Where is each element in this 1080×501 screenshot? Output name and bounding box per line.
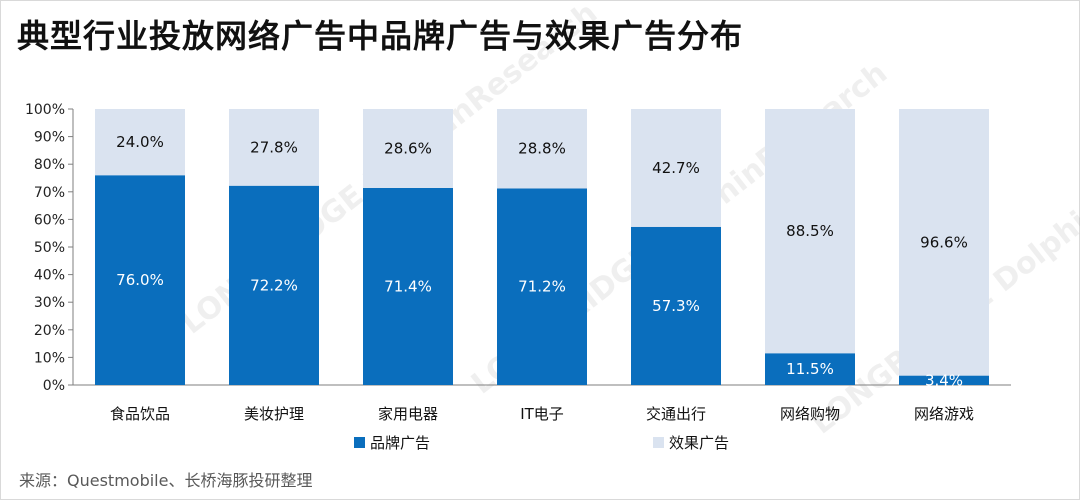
- chart-title: 典型行业投放网络广告中品牌广告与效果广告分布: [17, 17, 744, 55]
- legend-swatch-effect-ad: [653, 437, 664, 448]
- bar-effect-ad: [95, 109, 185, 176]
- bar-effect-ad: [363, 109, 453, 188]
- bar-brand-ad: [229, 185, 319, 385]
- bar-brand-ad: [95, 175, 185, 385]
- y-tick-label: 80%: [34, 157, 65, 173]
- data-label-effect-ad: 96.6%: [920, 233, 968, 251]
- data-label-brand-ad: 71.2%: [518, 278, 566, 296]
- data-label-effect-ad: 88.5%: [786, 222, 834, 240]
- y-tick-label: 20%: [34, 323, 65, 339]
- bar-effect-ad: [631, 109, 721, 227]
- data-label-brand-ad: 57.3%: [652, 297, 700, 315]
- x-category-label: 网络购物: [780, 405, 840, 423]
- bar-brand-ad: [631, 226, 721, 385]
- y-tick-label: 90%: [34, 130, 65, 146]
- x-category-label: 交通出行: [646, 405, 706, 423]
- bar-effect-ad: [765, 109, 855, 354]
- bar-effect-ad: [899, 109, 989, 376]
- data-label-effect-ad: 28.6%: [384, 139, 432, 157]
- y-tick-label: 0%: [43, 378, 65, 394]
- source-note: 来源：Questmobile、长桥海豚投研整理: [19, 471, 313, 490]
- x-category-label: 美妆护理: [244, 405, 304, 423]
- bar-effect-ad: [229, 109, 319, 186]
- data-label-effect-ad: 42.7%: [652, 159, 700, 177]
- data-label-effect-ad: 24.0%: [116, 133, 164, 151]
- bar-effect-ad: [497, 109, 587, 189]
- y-tick-label: 60%: [34, 212, 65, 228]
- data-label-brand-ad: 71.4%: [384, 277, 432, 295]
- data-label-effect-ad: 28.8%: [518, 140, 566, 158]
- data-label-brand-ad: 3.4%: [925, 371, 963, 389]
- x-category-label: 家用电器: [378, 405, 438, 423]
- y-tick-label: 10%: [34, 350, 65, 366]
- legend-swatch-brand-ad: [354, 437, 365, 448]
- legend-label-effect-ad: 效果广告: [669, 434, 729, 452]
- x-category-label: IT电子: [520, 405, 564, 423]
- bar-brand-ad: [497, 188, 587, 385]
- legend-label-brand-ad: 品牌广告: [370, 434, 430, 452]
- y-tick-label: 100%: [25, 102, 65, 118]
- data-label-effect-ad: 27.8%: [250, 138, 298, 156]
- data-label-brand-ad: 11.5%: [786, 360, 834, 378]
- y-tick-label: 30%: [34, 295, 65, 311]
- bar-brand-ad: [363, 187, 453, 385]
- bar-brand-ad: [899, 375, 989, 385]
- y-tick-label: 50%: [34, 240, 65, 256]
- y-tick-label: 70%: [34, 185, 65, 201]
- data-label-brand-ad: 72.2%: [250, 276, 298, 294]
- x-category-label: 网络游戏: [914, 405, 974, 423]
- y-tick-label: 40%: [34, 268, 65, 284]
- x-category-label: 食品饮品: [110, 405, 170, 423]
- bar-brand-ad: [765, 353, 855, 385]
- data-label-brand-ad: 76.0%: [116, 271, 164, 289]
